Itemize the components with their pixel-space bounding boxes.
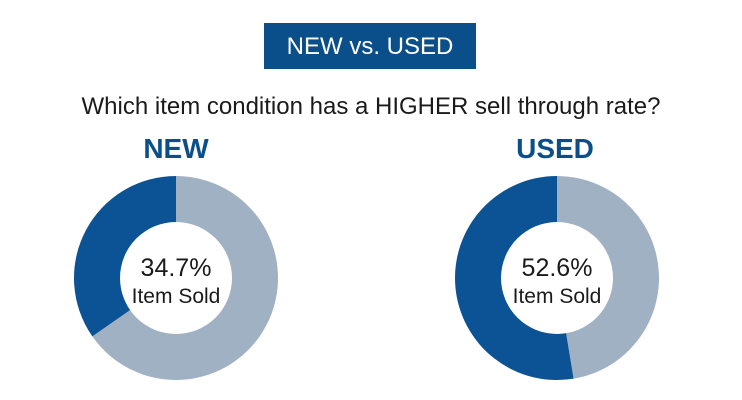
- donut-chart-new: NEW 34.7% Item Sold: [73, 133, 278, 380]
- donut-hole-new: [120, 222, 232, 334]
- header-badge-text: NEW vs. USED: [287, 33, 454, 60]
- header-badge: NEW vs. USED: [264, 23, 476, 69]
- center-value-used: 52.6%: [522, 254, 593, 282]
- header-badge-background: [264, 23, 476, 69]
- center-label-new: Item Sold: [132, 285, 221, 308]
- center-label-used: Item Sold: [513, 285, 602, 308]
- donut-hole-used: [501, 222, 613, 334]
- donut-chart-used: USED 52.6% Item Sold: [455, 133, 660, 380]
- chart-title-used: USED: [516, 133, 594, 164]
- chart-title-new: NEW: [143, 133, 209, 164]
- question-text: Which item condition has a HIGHER sell t…: [82, 93, 661, 120]
- center-value-new: 34.7%: [141, 254, 212, 282]
